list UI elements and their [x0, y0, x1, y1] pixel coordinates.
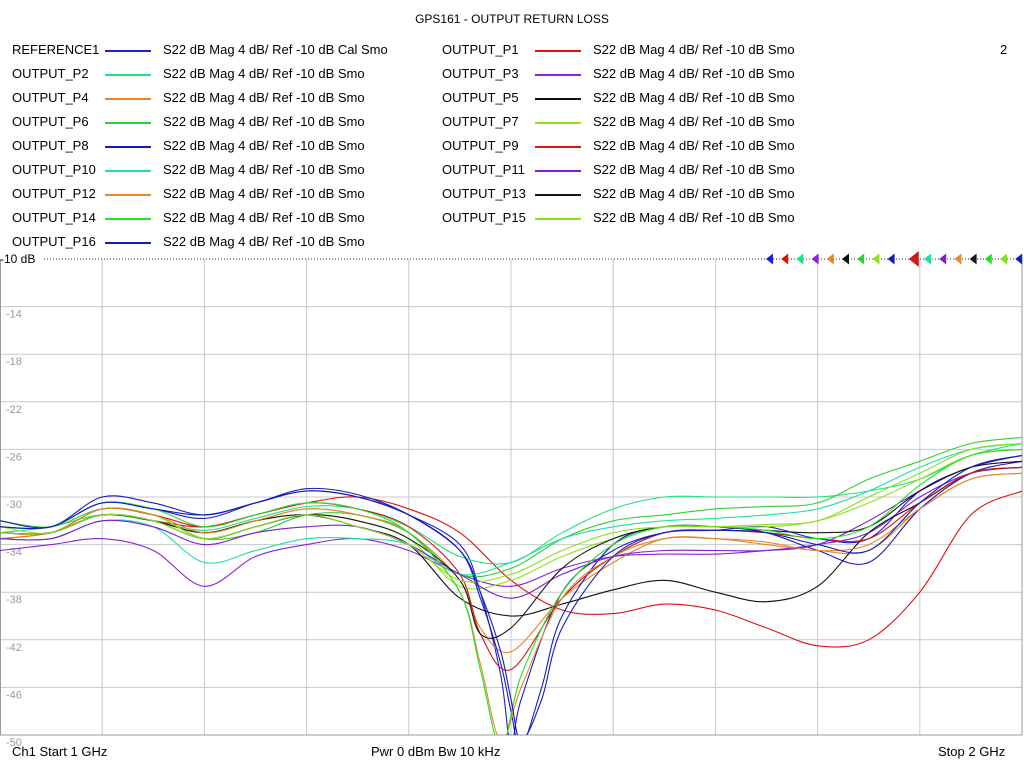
y-tick-label: -42 [6, 642, 22, 654]
legend-trace-format: S22 dB Mag 4 dB/ Ref -10 dB Smo [593, 186, 795, 201]
ref-marker-output-p12 [954, 253, 962, 265]
y-tick-label: -22 [6, 404, 22, 416]
y-tick-label: -46 [6, 689, 22, 701]
legend-trace-name: OUTPUT_P8 [12, 138, 89, 153]
ref-marker-output-p6 [857, 253, 865, 265]
ref-marker-output-p4 [826, 253, 834, 265]
legend-trace-format: S22 dB Mag 4 dB/ Ref -10 dB Smo [163, 138, 365, 153]
ref-marker-output-p16 [1015, 253, 1023, 265]
trace-output-p3 [0, 466, 1022, 587]
ref-marker-output-p15 [1000, 253, 1007, 265]
legend-trace-name: OUTPUT_P5 [442, 90, 519, 105]
legend-trace-name: OUTPUT_P13 [442, 186, 526, 201]
legend-color-line [105, 194, 151, 196]
legend-trace-format: S22 dB Mag 4 dB/ Ref -10 dB Smo [593, 210, 795, 225]
ref-marker-reference1 [766, 253, 773, 265]
legend-trace-format: S22 dB Mag 4 dB/ Ref -10 dB Smo [163, 210, 365, 225]
legend-trace-format: S22 dB Mag 4 dB/ Ref -10 dB Smo [593, 90, 795, 105]
trace-output-p16 [0, 454, 1022, 735]
ref-marker-output-p1 [781, 253, 789, 265]
legend-trace-format: S22 dB Mag 4 dB/ Ref -10 dB Smo [163, 66, 365, 81]
legend-trace-format: S22 dB Mag 4 dB/ Ref -10 dB Smo [593, 114, 795, 129]
legend-trace-format: S22 dB Mag 4 dB/ Ref -10 dB Smo [593, 42, 795, 57]
trace-output-p12 [0, 472, 1022, 735]
legend-trace-name: OUTPUT_P7 [442, 114, 519, 129]
legend-trace-name: OUTPUT_P1 [442, 42, 519, 57]
legend-trace-format: S22 dB Mag 4 dB/ Ref -10 dB Smo [163, 162, 365, 177]
ref-marker-output-p3 [811, 253, 819, 265]
y-tick-label: -30 [6, 499, 22, 511]
chart-title: GPS161 - OUTPUT RETURN LOSS [415, 12, 609, 26]
ref-marker-output-p7 [872, 253, 880, 265]
legend-trace-name: OUTPUT_P10 [12, 162, 96, 177]
legend-trace-name: OUTPUT_P11 [442, 162, 525, 177]
legend-color-line [105, 170, 151, 172]
ref-marker-output-p13 [969, 253, 977, 265]
y-tick-label: -14 [6, 309, 22, 321]
footer-power-bw: Pwr 0 dBm Bw 10 kHz [371, 744, 501, 759]
legend-trace-format: S22 dB Mag 4 dB/ Ref -10 dB Smo [163, 186, 365, 201]
legend-trace-name: OUTPUT_P2 [12, 66, 89, 81]
legend-trace-format: S22 dB Mag 4 dB/ Ref -10 dB Smo [593, 162, 795, 177]
legend-color-line [105, 122, 151, 124]
legend-trace-name: OUTPUT_P14 [12, 210, 96, 225]
ref-marker-output-p14 [984, 253, 992, 265]
legend-color-line [535, 50, 581, 52]
legend-color-line [535, 74, 581, 76]
y-tick-label: -38 [6, 594, 22, 606]
legend-trace-name: OUTPUT_P16 [12, 234, 96, 249]
trace-output-p5 [0, 466, 1022, 617]
footer-start: Ch1 Start 1 GHz [12, 744, 108, 759]
legend-trace-name: OUTPUT_P9 [442, 138, 519, 153]
legend-trace-name: OUTPUT_P12 [12, 186, 96, 201]
legend-trace-name: REFERENCE1 [12, 42, 100, 57]
trace-output-p11 [0, 460, 1022, 599]
legend-color-line [105, 218, 151, 220]
legend-color-line [535, 218, 581, 220]
y-tick-label: -26 [6, 451, 22, 463]
ref-marker-output-p8 [887, 253, 895, 265]
legend-trace-format: S22 dB Mag 4 dB/ Ref -10 dB Cal Smo [163, 42, 388, 57]
trace-output-p10 [0, 442, 1022, 576]
legend-color-line [535, 194, 581, 196]
legend-color-line [105, 98, 151, 100]
reference-label: -10 dB [0, 252, 35, 266]
legend-color-line [535, 170, 581, 172]
ref-marker-output-p5 [842, 253, 849, 265]
legend-trace-format: S22 dB Mag 4 dB/ Ref -10 dB Smo [593, 66, 795, 81]
legend-trace-name: OUTPUT_P15 [442, 210, 526, 225]
legend-color-line [105, 74, 151, 76]
legend-color-line [105, 146, 151, 148]
legend-trace-format: S22 dB Mag 4 dB/ Ref -10 dB Smo [163, 90, 365, 105]
ref-marker-output-p11 [939, 253, 947, 265]
footer-stop: Stop 2 GHz [938, 744, 1006, 759]
trace-output-p15 [0, 442, 1022, 583]
y-tick-label: -18 [6, 356, 22, 368]
legend-trace-format: S22 dB Mag 4 dB/ Ref -10 dB Smo [163, 234, 365, 249]
trace-output-p14 [0, 448, 1022, 735]
trace-output-p9 [0, 466, 1022, 671]
legend-trace-name: OUTPUT_P6 [12, 114, 89, 129]
ref-marker-output-p10 [924, 253, 931, 265]
legend-color-line [535, 122, 581, 124]
legend-color-line [105, 242, 151, 244]
legend-trace-name: OUTPUT_P4 [12, 90, 89, 105]
legend-trace-format: S22 dB Mag 4 dB/ Ref -10 dB Smo [593, 138, 795, 153]
y-tick-label: -50 [6, 737, 22, 749]
legend-color-line [535, 146, 581, 148]
legend-trace-format: S22 dB Mag 4 dB/ Ref -10 dB Smo [163, 114, 365, 129]
legend-color-line [105, 50, 151, 52]
ref-marker-output-p2 [796, 253, 804, 265]
legend-trace-name: OUTPUT_P3 [442, 66, 519, 81]
legend-color-line [535, 98, 581, 100]
window-number: 2 [1000, 42, 1008, 57]
trace-output-p7 [0, 448, 1022, 590]
ref-marker-output-p9 [908, 251, 919, 267]
